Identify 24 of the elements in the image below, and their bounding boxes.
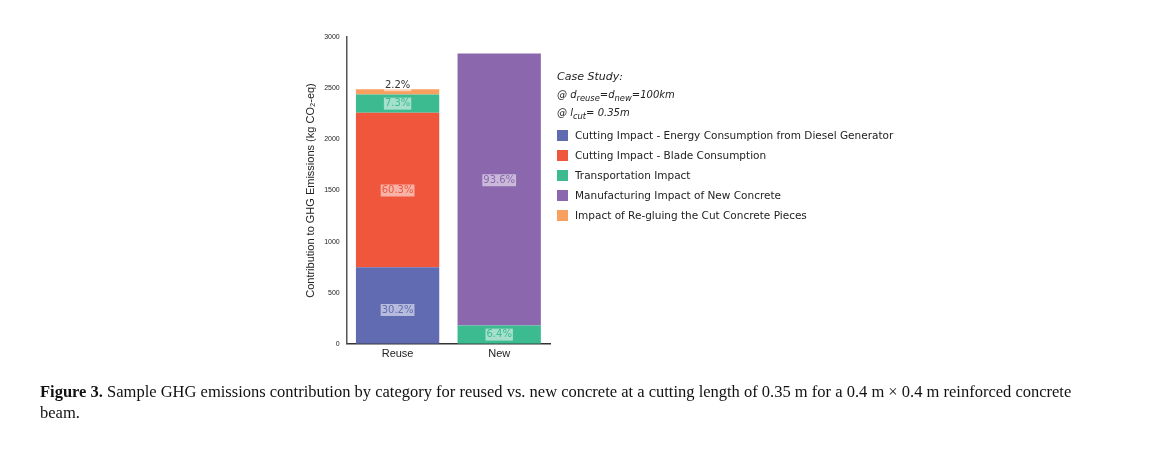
bar xyxy=(355,94,440,113)
bar xyxy=(457,325,541,344)
bar xyxy=(355,112,440,268)
legend-label: Impact of Re-gluing the Cut Concrete Pieces xyxy=(575,209,807,221)
legend-label: Transportation Impact xyxy=(575,169,691,181)
x-tick-label: New xyxy=(488,347,511,360)
text: @ d$_{reuse}$=d$_{new}$=100km xyxy=(557,89,676,103)
text: Case Study: xyxy=(557,70,624,83)
annotation: 60.3% xyxy=(381,184,414,196)
legend-label: Cutting Impact - Energy Consumption from Diesel Generator xyxy=(575,129,894,141)
legend-label: Cutting Impact - Blade Consumption xyxy=(575,149,767,161)
annotation: 7.3% xyxy=(384,97,411,109)
annotation: 6.4% xyxy=(486,328,512,340)
x-tick-label: Reuse xyxy=(381,347,414,360)
legend-label: Manufacturing Impact of New Concrete xyxy=(575,189,782,201)
y-axis-title: Contribution to GHG Emissions (kg CO₂-eq) xyxy=(303,83,316,298)
annotation: 2.2% xyxy=(384,78,411,90)
annotation: 93.6% xyxy=(483,173,516,185)
annotation: 30.2% xyxy=(381,303,414,315)
text: @ l$_{cut}$= 0.35m xyxy=(557,107,631,121)
bar xyxy=(355,267,440,344)
bar xyxy=(457,53,541,326)
bar xyxy=(355,89,440,95)
text: Figure 3. Sample GHG emissions contribution by category for reused vs. new concrete at a cutting length of 0.35 m for a 0.4 m × 0.4 m reinforced concrete beam. xyxy=(40,382,1072,422)
